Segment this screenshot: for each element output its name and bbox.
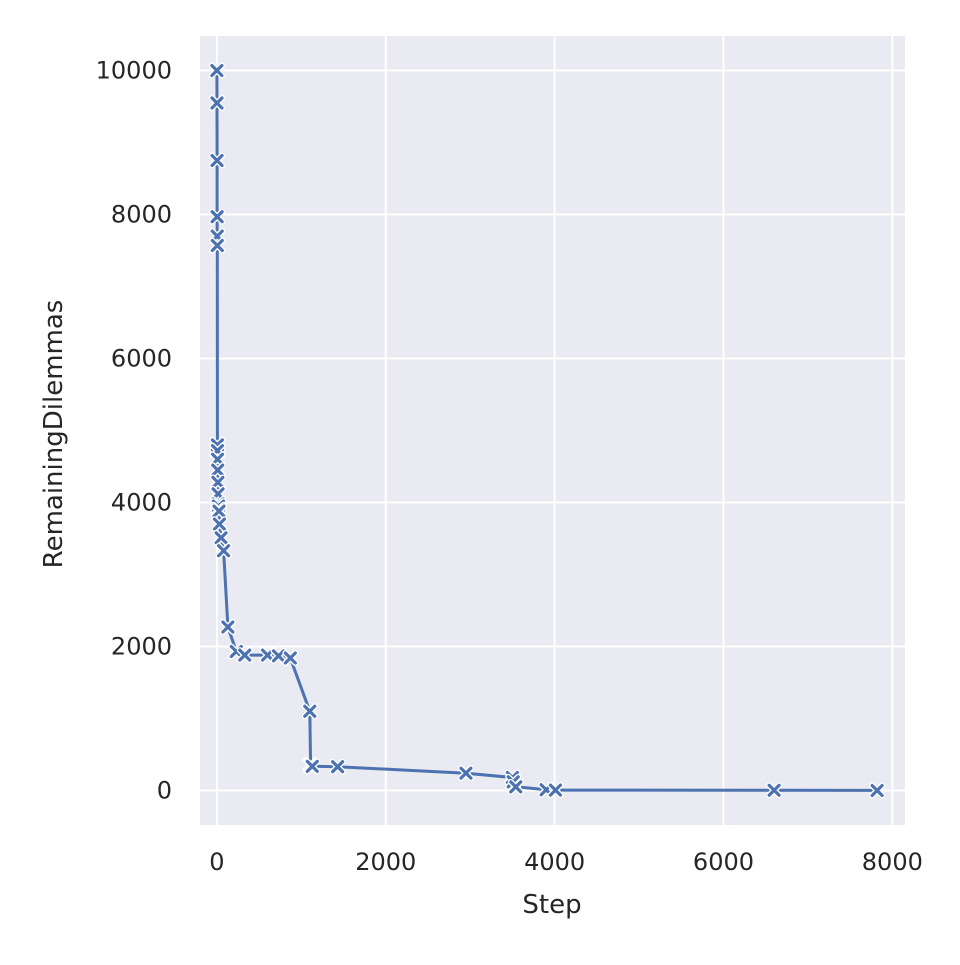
data-point-marker xyxy=(213,529,230,546)
y-tick-label: 2000 xyxy=(111,632,172,660)
x-tick-label: 8000 xyxy=(862,848,923,876)
data-point-marker xyxy=(507,778,524,795)
x-tick-label: 2000 xyxy=(355,848,416,876)
data-point-marker xyxy=(219,619,236,636)
y-tick-labels: 0 2000 4000 6000 8000 10000 xyxy=(96,57,172,805)
data-point-marker xyxy=(270,647,287,664)
y-tick-label: 6000 xyxy=(111,345,172,373)
data-point-marker xyxy=(209,237,226,254)
data-point-marker xyxy=(211,516,228,533)
data-point-marker xyxy=(208,62,225,79)
data-point-marker xyxy=(282,649,299,666)
plot-area-background xyxy=(200,36,905,825)
y-tick-label: 10000 xyxy=(96,57,172,85)
x-tick-labels: 0 2000 4000 6000 8000 xyxy=(209,848,923,876)
y-tick-label: 8000 xyxy=(111,201,172,229)
x-tick-label: 0 xyxy=(209,848,224,876)
data-point-marker xyxy=(301,703,318,720)
data-point-marker xyxy=(209,208,226,225)
data-point-marker xyxy=(766,782,783,799)
x-tick-label: 4000 xyxy=(524,848,585,876)
data-point-marker xyxy=(236,647,253,664)
data-point-marker xyxy=(209,462,226,479)
y-tick-label: 4000 xyxy=(111,488,172,516)
data-point-marker xyxy=(547,782,564,799)
data-point-marker xyxy=(457,765,474,782)
data-point-marker xyxy=(209,152,226,169)
x-axis-label: Step xyxy=(522,890,581,920)
data-point-marker xyxy=(209,474,226,491)
data-point-marker xyxy=(869,782,886,799)
data-point-marker xyxy=(210,503,227,520)
data-point-marker xyxy=(215,542,232,559)
y-tick-label: 0 xyxy=(157,776,172,804)
gridlines xyxy=(200,36,905,825)
x-tick-label: 6000 xyxy=(693,848,754,876)
series-markers xyxy=(208,62,886,799)
data-point-marker xyxy=(208,94,225,111)
data-point-marker xyxy=(304,758,321,775)
y-axis-label: RemainingDilemmas xyxy=(39,300,69,569)
data-point-marker xyxy=(329,758,346,775)
